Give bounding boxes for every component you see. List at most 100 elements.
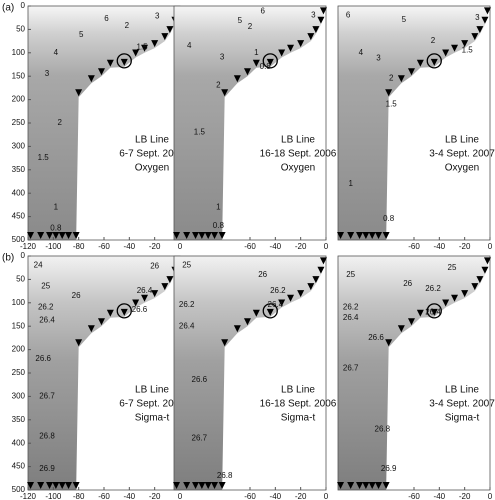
panel-annotation: LB Line (281, 135, 315, 146)
contour-label: 6 (104, 14, 109, 23)
contour-label: 2 (248, 22, 253, 31)
station-marker (233, 75, 241, 83)
contour-label: 2 (389, 74, 394, 83)
y-tick-label: 500 (12, 235, 26, 244)
panel-annotation: Sigma-t (445, 413, 480, 424)
station-marker (37, 482, 45, 489)
water-section (28, 6, 180, 240)
contour-label: 1 (216, 202, 221, 211)
station-marker (483, 257, 491, 265)
x-tick-label: -80 (73, 242, 85, 251)
contour-label: 26 (72, 291, 81, 300)
panel-annotation: 3-4 Sept. 2007 (429, 149, 495, 160)
y-tick-label: 450 (12, 462, 26, 471)
y-tick-label: 300 (12, 392, 26, 401)
station-marker (46, 232, 54, 239)
contour-label: 6 (260, 7, 265, 16)
contour-label: 26.9 (381, 464, 397, 473)
station-marker (382, 232, 390, 239)
station-marker (166, 276, 174, 284)
contour-label: 1.5 (136, 42, 148, 51)
contour-label: 26.7 (192, 434, 208, 443)
panel-annotation: LB Line (135, 385, 169, 396)
station-marker (476, 276, 484, 284)
panel: 6 5 4 3 2 1.5 1 0.8 3 2 1.5 LB Line 3-4 Sept. 2007 Ox… (337, 5, 495, 251)
station-marker (368, 482, 376, 489)
x-tick-label: 0 (178, 492, 183, 500)
contour-label: 0.8 (50, 223, 62, 232)
station-marker (52, 232, 60, 239)
x-tick-label: -40 (270, 492, 282, 500)
x-tick-label: 0 (324, 242, 329, 251)
station-marker (151, 40, 159, 48)
station-marker (356, 232, 364, 239)
contour-label: 26.9 (39, 464, 55, 473)
station-marker (430, 58, 438, 66)
station-marker (307, 283, 315, 291)
y-tick-label: 0 (21, 1, 26, 10)
contour-label: 1.5 (462, 46, 474, 55)
station-marker (72, 482, 80, 489)
x-tick-label: -20 (459, 242, 471, 251)
y-tick-label: 350 (12, 165, 26, 174)
station-marker (317, 266, 325, 274)
station-marker (347, 482, 355, 489)
y-tick-label: 300 (12, 142, 26, 151)
water-section (338, 256, 490, 490)
station-marker (65, 482, 73, 489)
station-marker (297, 290, 305, 298)
station-marker (416, 59, 424, 67)
x-tick-label: -20 (295, 242, 307, 251)
station-marker (120, 308, 128, 316)
station-marker (476, 26, 484, 34)
contour-label: 26.4 (39, 316, 55, 325)
y-tick-label: 450 (12, 212, 26, 221)
station-marker (385, 339, 393, 347)
contour-label: 5 (79, 30, 84, 39)
y-tick-label: 250 (12, 118, 26, 127)
station-marker (58, 232, 66, 239)
panel-annotation: LB Line (281, 385, 315, 396)
x-tick-label: -20 (149, 242, 161, 251)
contour-label: 1 (54, 202, 59, 211)
station-marker (451, 44, 459, 52)
contour-label: 26.2 (38, 303, 54, 312)
panel: 6 5 4 3 2 1.5 1 0.8 2 3 1.5 LB Line 6-7 Sept. 2005 Ox… (12, 1, 186, 251)
station-marker (65, 232, 73, 239)
panel-annotation: 16-18 Sept. 2006 (260, 149, 337, 160)
station-marker (319, 257, 327, 265)
x-tick-label: -40 (434, 492, 446, 500)
station-marker (252, 309, 260, 317)
station-marker (141, 44, 149, 52)
station-marker (151, 290, 159, 298)
contour-label: 26.4 (137, 286, 153, 295)
contour-label: 26 (258, 270, 267, 279)
contour-label: 26.6 (35, 354, 51, 363)
contour-label: 26.8 (217, 471, 233, 480)
x-tick-label: 0 (178, 242, 183, 251)
y-tick-label: 100 (12, 298, 26, 307)
panel: 24 25 26 26 26.2 26.4 26.6 26.7 26.8 26.9 26.4 26.6… (12, 251, 186, 500)
contour-label: 26.2 (270, 286, 286, 295)
station-marker (347, 232, 355, 239)
x-tick-label: -60 (244, 492, 256, 500)
station-marker (243, 68, 251, 76)
station-marker (278, 49, 286, 57)
station-marker (97, 68, 105, 76)
x-tick-label: -40 (270, 242, 282, 251)
contour-label: 26.8 (39, 431, 55, 440)
x-tick-label: -40 (124, 242, 136, 251)
panel-annotation: LB Line (135, 135, 169, 146)
x-tick-label: -120 (20, 492, 37, 500)
station-marker (442, 49, 450, 57)
y-tick-label: 0 (21, 251, 26, 260)
y-tick-label: 100 (12, 48, 26, 57)
water-section (174, 256, 326, 490)
station-marker (46, 482, 54, 489)
station-marker (166, 26, 174, 34)
station-marker (72, 232, 80, 239)
x-tick-label: -100 (45, 242, 62, 251)
y-tick-label: 50 (16, 275, 25, 284)
station-marker (87, 75, 95, 83)
